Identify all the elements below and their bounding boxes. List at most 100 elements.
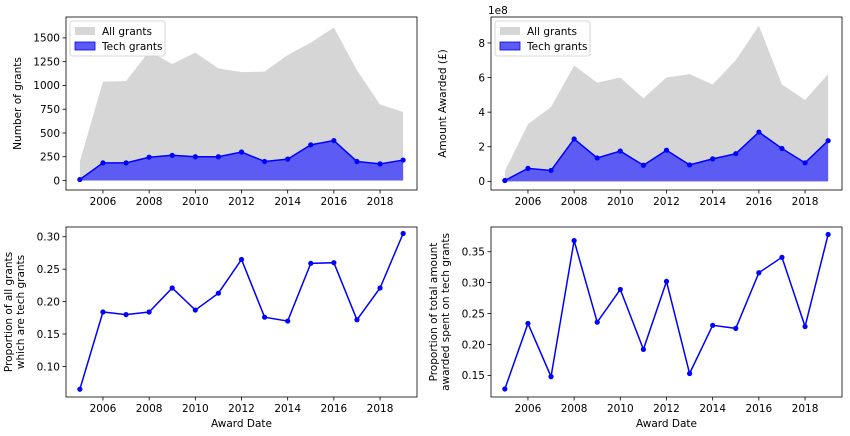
- chart-amount-tech-point: [525, 165, 531, 171]
- chart-prop_count-frame: [65, 226, 418, 398]
- chart-count-x-tick-label: 2014: [274, 196, 301, 208]
- chart-count-tech-point: [331, 137, 337, 144]
- chart-prop_count-x-axis-label: Award Date: [211, 418, 272, 430]
- chart-prop_count-point: [123, 311, 129, 318]
- chart-count-tech-point: [169, 152, 175, 158]
- chart-amount-tech-point: [617, 148, 623, 154]
- chart-prop_count-y-tick-label: 0.20: [37, 296, 60, 308]
- chart-prop_amount-point: [617, 286, 623, 293]
- chart-amount-x-tick-label: 2010: [607, 196, 634, 208]
- chart-prop_amount-point: [779, 254, 785, 260]
- chart-prop_amount-point: [640, 346, 647, 352]
- chart-count-y-tick-label: 1500: [33, 33, 60, 45]
- chart-count-tech-point: [308, 142, 314, 148]
- chart-prop_amount-point: [756, 270, 762, 276]
- chart-count-y-tick-label: 750: [40, 104, 60, 116]
- chart-prop_amount-y-tick-label: 0.20: [462, 339, 485, 351]
- chart-amount-legend-swatch: [500, 27, 520, 35]
- chart-prop_amount-point: [686, 370, 693, 377]
- chart-count-area-tech: [79, 140, 404, 181]
- chart-count-tech-point: [285, 156, 291, 162]
- chart-amount-y-tick-label: 2: [478, 142, 485, 154]
- chart-amount-legend-label: Tech grants: [526, 41, 588, 53]
- chart-count-x-tick-label: 2006: [90, 196, 117, 208]
- chart-count-y-tick-label: 1250: [33, 56, 60, 68]
- chart-prop_count-y-tick-label: 0.10: [37, 361, 60, 373]
- chart-count-tech-point: [192, 154, 198, 160]
- chart-prop_count-y-axis-label: which are tech grants: [15, 255, 27, 369]
- chart-amount-legend: All grants Tech grants: [494, 20, 591, 57]
- chart-amount-area-tech: [504, 132, 829, 182]
- chart-prop_amount-point: [663, 278, 670, 284]
- chart-amount-tech-point: [802, 160, 808, 166]
- chart-count-legend-swatch: [74, 41, 96, 51]
- chart-count-y-tick-label: 1000: [33, 80, 60, 92]
- chart-amount-tech-point: [825, 138, 831, 144]
- chart-amount-tech-point: [756, 129, 762, 135]
- chart-count-tech-point: [146, 154, 152, 160]
- chart-prop_count-y-axis-label: Proportion of all grants: [3, 252, 15, 372]
- chart-count-legend-label: Tech grants: [101, 41, 163, 53]
- chart-amount-tech-point: [502, 177, 508, 184]
- chart-prop_count-point: [308, 260, 314, 266]
- chart-count-legend-label: All grants: [102, 26, 152, 38]
- chart-prop_amount-point: [825, 231, 831, 238]
- chart-prop_amount-x-tick-label: 2006: [515, 403, 542, 415]
- chart-amount-tech-point: [686, 162, 693, 168]
- chart-amount-legend-label: All grants: [527, 26, 577, 38]
- chart-prop_amount-y-axis-label: Proportion of total amount: [428, 243, 440, 382]
- chart-prop_count-point: [354, 317, 360, 323]
- chart-count-y-tick-label: 0: [53, 175, 60, 187]
- chart-amount-tech-point: [640, 162, 647, 168]
- chart-count-tech-point: [123, 160, 129, 166]
- chart-prop_amount-point: [710, 322, 716, 328]
- chart-count-tech-point: [354, 158, 360, 165]
- chart-prop_count-y-tick-label: 0.25: [37, 264, 60, 276]
- chart-prop_count-y-tick-label: 0.15: [37, 329, 60, 341]
- chart-amount-legend-swatch: [499, 41, 521, 51]
- chart-count-x-tick-label: 2010: [182, 196, 209, 208]
- chart-prop_count-point: [331, 260, 337, 266]
- chart-prop_amount-point: [571, 238, 577, 244]
- chart-prop_amount-y-tick-label: 0.35: [462, 247, 485, 259]
- chart-amount-tech-point: [710, 156, 716, 162]
- charts-root: 2006 2008 2010 2012 2014 2016 2018 0 250 500 750 10…: [3, 5, 843, 430]
- chart-prop_count-point: [100, 309, 106, 315]
- chart-prop_amount-y-axis-label: awarded spent on tech grants: [440, 233, 452, 391]
- chart-prop_amount-x-tick-label: 2012: [653, 403, 680, 415]
- chart-count-x-tick-label: 2012: [228, 196, 255, 208]
- chart-amount-x-tick-label: 2006: [515, 196, 542, 208]
- chart-count-tech-point: [377, 161, 383, 167]
- chart-amount-tech-point: [571, 136, 577, 142]
- chart-count-tech-point: [261, 158, 268, 165]
- chart-amount-x-tick-label: 2012: [653, 196, 680, 208]
- chart-count-legend: All grants Tech grants: [69, 20, 166, 57]
- chart-prop_amount-x-tick-label: 2016: [746, 403, 773, 415]
- chart-prop_amount-point: [802, 323, 808, 330]
- chart-prop_count-point: [238, 256, 245, 263]
- chart-amount-tech-point: [594, 155, 600, 161]
- chart-prop_count-point: [215, 290, 222, 296]
- chart-prop_count-x-tick-label: 2014: [274, 403, 301, 415]
- chart-prop_amount-x-axis-label: Award Date: [636, 418, 697, 430]
- chart-prop_amount-point: [502, 386, 508, 392]
- chart-count-x-tick-label: 2018: [367, 196, 394, 208]
- chart-amount-y-tick-label: 0: [478, 176, 485, 188]
- chart-prop_amount-x-tick-label: 2008: [561, 403, 588, 415]
- chart-amount-y-tick-label: 6: [478, 72, 485, 84]
- chart-amount-y-multiplier: 1e8: [488, 5, 508, 17]
- chart-prop_count-x-tick-label: 2006: [90, 403, 117, 415]
- chart-amount-tech-point: [663, 147, 670, 153]
- chart-prop_amount-point: [525, 320, 531, 327]
- chart-count-tech-point: [77, 176, 83, 183]
- chart-prop_count-y-tick-label: 0.30: [37, 232, 60, 244]
- chart-amount-y-tick-label: 4: [478, 107, 485, 119]
- chart-prop_amount-y-tick-label: 0.25: [462, 308, 485, 320]
- chart-count-tech-point: [100, 160, 106, 166]
- chart-amount-x-tick-label: 2018: [792, 196, 819, 208]
- chart-prop_count-x-tick-label: 2008: [136, 403, 163, 415]
- chart-amount-y-axis-label: Amount Awarded (£): [437, 49, 449, 158]
- chart-amount-x-tick-label: 2008: [561, 196, 588, 208]
- chart-prop_count-point: [261, 314, 268, 320]
